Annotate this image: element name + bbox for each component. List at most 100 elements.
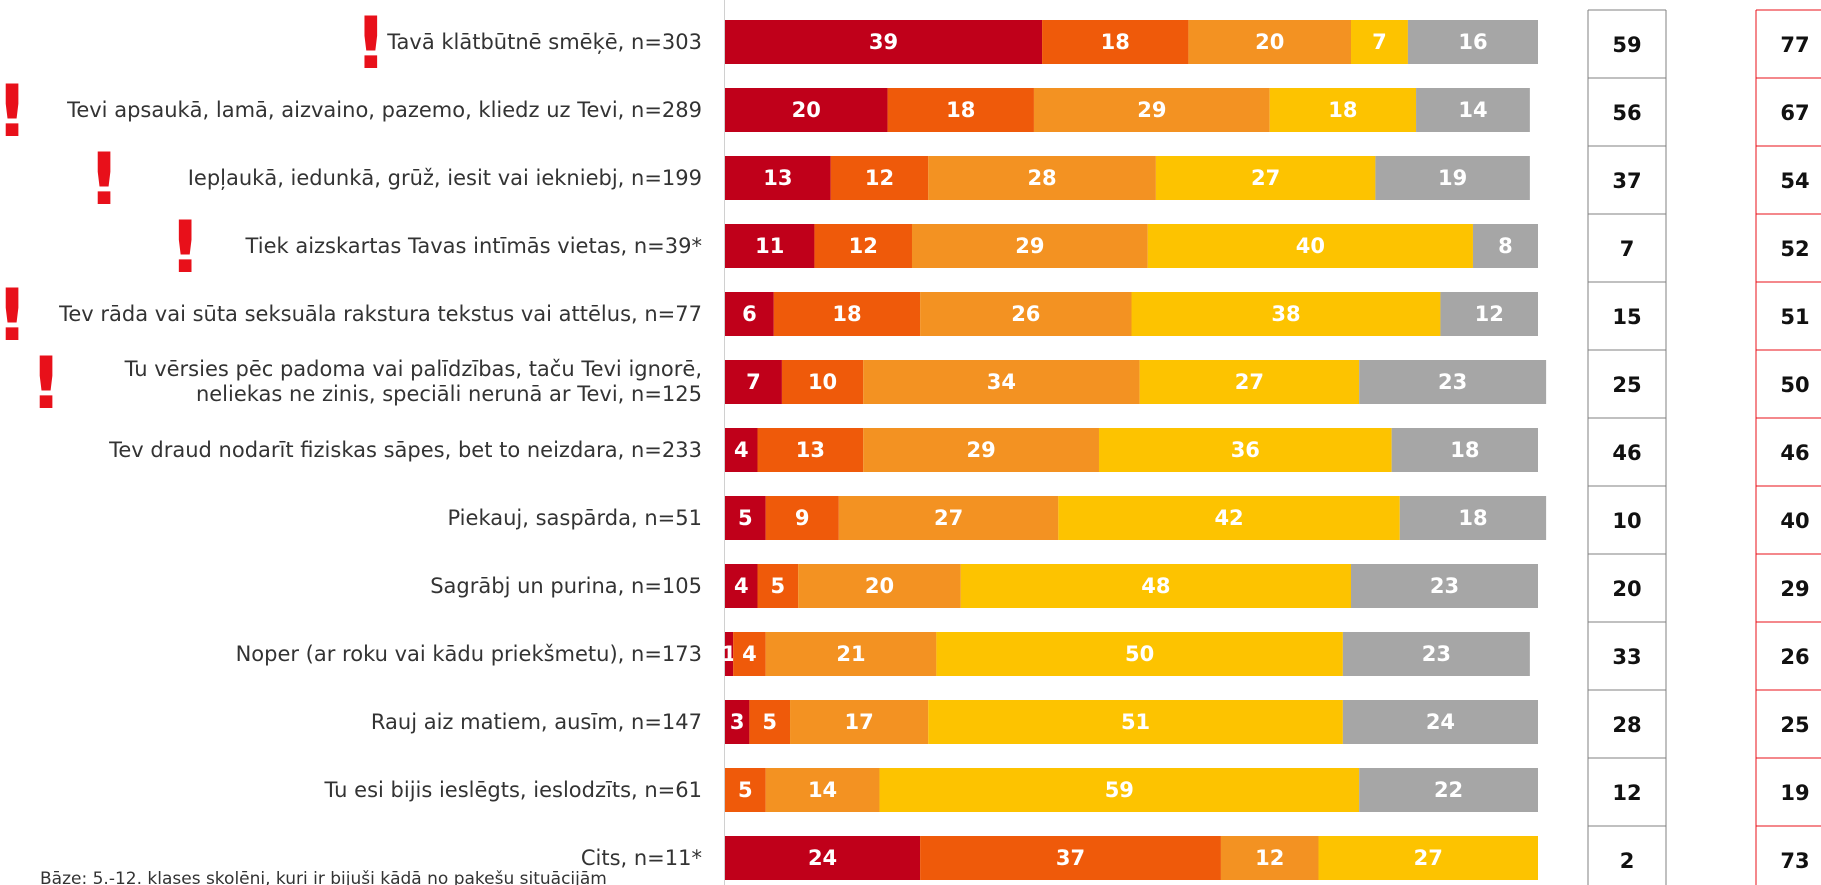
bar-segment: [814, 224, 912, 268]
bar-segment-label: 26: [1011, 302, 1040, 326]
bar-segment: [725, 292, 774, 336]
bar-segment-label: 14: [1458, 98, 1487, 122]
bar-segment: [1359, 360, 1547, 404]
bar-segment-label: 4: [734, 574, 749, 598]
bar-segment-label: 29: [966, 438, 995, 462]
side-col-1-value: 33: [1612, 645, 1641, 669]
bar-segment: [1359, 768, 1538, 812]
category-label: Rauj aiz matiem, ausīm, n=147: [371, 710, 702, 734]
bar-segment: [863, 360, 1140, 404]
bar-segment: [928, 156, 1156, 200]
bar-segment-label: 50: [1125, 642, 1154, 666]
bar-segment: [765, 496, 839, 540]
bar-segment-label: 5: [738, 778, 753, 802]
category-label: Tev rāda vai sūta seksuāla rakstura teks…: [58, 302, 702, 326]
bar-segment-label: 23: [1422, 642, 1451, 666]
side-col-1-value: 20: [1612, 577, 1641, 601]
bar-segment: [1131, 292, 1441, 336]
bar-segment-label: 13: [796, 438, 825, 462]
bar-segment-label: 23: [1430, 574, 1459, 598]
bar-segment: [757, 428, 864, 472]
side-col-1-value: 12: [1612, 781, 1641, 805]
bar-segment: [725, 836, 921, 880]
bar-segment: [1472, 224, 1538, 268]
bar-segment-label: 37: [1056, 846, 1085, 870]
side-col-1-value: 25: [1612, 373, 1641, 397]
alert-flag-icon: !: [0, 273, 28, 357]
bar-segment-label: 24: [1426, 710, 1455, 734]
category-label: Tevi apsaukā, lamā, aizvaino, pazemo, kl…: [66, 98, 702, 122]
side-col-2-value: 73: [1780, 849, 1809, 873]
bar-segment: [765, 768, 880, 812]
bar-segment-label: 1: [722, 642, 737, 666]
bar-segment-label: 29: [1015, 234, 1044, 258]
bar-segment: [773, 292, 921, 336]
bar-segment-label: 34: [987, 370, 1016, 394]
category-label: Tu vērsies pēc padoma vai palīdzības, ta…: [124, 357, 702, 406]
bar-segment-label: 19: [1438, 166, 1467, 190]
bar-segment: [1033, 88, 1270, 132]
side-col-1-value: 7: [1620, 237, 1635, 261]
bar-segment: [936, 632, 1343, 676]
bar-segment-label: 20: [865, 574, 894, 598]
bar-segment-label: 23: [1438, 370, 1467, 394]
bar-segment-label: 29: [1137, 98, 1166, 122]
bar-segment-label: 5: [738, 506, 753, 530]
bar-segment-label: 3: [730, 710, 745, 734]
alert-flag-icon: !: [88, 137, 121, 221]
bar-segment: [1042, 20, 1189, 64]
bar-segment: [765, 632, 937, 676]
bar-segment-label: 8: [1498, 234, 1513, 258]
side-col-1-value: 46: [1612, 441, 1641, 465]
bar-segment-label: 5: [771, 574, 786, 598]
category-label: Tiek aizskartas Tavas intīmās vietas, n=…: [245, 234, 702, 258]
bar-segment: [838, 496, 1059, 540]
side-col-2-value: 25: [1780, 713, 1809, 737]
bar-segment-label: 12: [865, 166, 894, 190]
bar-segment: [879, 768, 1360, 812]
bar-segment: [1188, 20, 1352, 64]
side-col-2-value: 26: [1780, 645, 1809, 669]
bar-segment-label: 13: [763, 166, 792, 190]
side-col-1-value: 15: [1612, 305, 1641, 329]
bar-segment-label: 21: [836, 642, 865, 666]
bar-segment: [725, 88, 888, 132]
footnote: Bāze: 5.-12. klases skolēni, kuri ir bij…: [40, 869, 607, 885]
bar-segment-label: 18: [1450, 438, 1479, 462]
side-col-2-value: 50: [1780, 373, 1809, 397]
bar-segment: [1098, 428, 1392, 472]
side-col-2-value: 52: [1780, 237, 1809, 261]
side-col-2-value: 77: [1780, 33, 1809, 57]
bar-segment: [1351, 564, 1538, 608]
bar-segment-label: 39: [869, 30, 898, 54]
side-col-2-value: 54: [1780, 169, 1809, 193]
category-label: Tavā klātbūtnē smēķē, n=303: [386, 30, 702, 54]
bar-segment: [1155, 156, 1376, 200]
bar-segment-label: 11: [755, 234, 784, 258]
category-label: Noper (ar roku vai kādu priekšmetu), n=1…: [236, 642, 702, 666]
bar-segment: [1416, 88, 1530, 132]
bar-segment: [725, 360, 782, 404]
bar-segment: [830, 156, 929, 200]
bar-segment: [1220, 836, 1319, 880]
bar-segment-label: 48: [1141, 574, 1170, 598]
category-label: Cits, n=11*: [581, 846, 702, 870]
bar-segment: [1351, 20, 1408, 64]
category-label: Piekauj, saspārda, n=51: [447, 506, 702, 530]
bar-segment-label: 4: [734, 438, 749, 462]
bar-segment: [725, 20, 1043, 64]
bar-segment-label: 12: [849, 234, 878, 258]
category-label: Tev draud nodarīt fiziskas sāpes, bet to…: [108, 438, 702, 462]
bar-segment-label: 18: [1328, 98, 1357, 122]
bar-segment: [863, 428, 1099, 472]
bar-segment: [749, 700, 791, 744]
side-col-1-value: 2: [1620, 849, 1635, 873]
bar-segment: [725, 700, 750, 744]
bar-segment-label: 42: [1214, 506, 1243, 530]
bar-segment: [798, 564, 961, 608]
bar-segment-label: 5: [762, 710, 777, 734]
bar-segment-label: 7: [746, 370, 761, 394]
bar-segment-label: 12: [1255, 846, 1284, 870]
bar-segment-label: 51: [1121, 710, 1150, 734]
side-col-2-value: 67: [1780, 101, 1809, 125]
